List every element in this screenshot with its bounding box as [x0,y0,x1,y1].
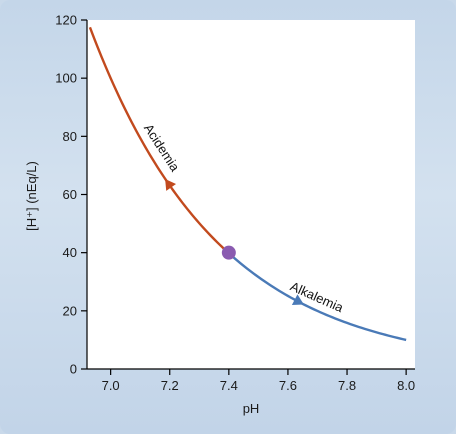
y-tick-label: 40 [63,245,77,260]
x-tick-label: 7.4 [220,378,238,393]
y-tick-label: 60 [63,187,77,202]
y-tick-label: 100 [55,71,77,86]
normal-ph-point [221,245,236,260]
arrow-acidemia [165,178,177,191]
y-tick-label: 120 [55,13,77,28]
y-axis-title: [H⁺] (nEq/L) [24,161,39,231]
y-tick-label: 0 [70,362,77,377]
series-line-alkalemia [228,252,407,342]
y-tick-label: 20 [63,303,77,318]
x-tick-label: 7.2 [161,378,179,393]
x-tick-label: 7.8 [338,378,356,393]
series-line-acidemia [88,26,230,255]
x-axis-title: pH [243,401,260,416]
y-tick-label: 80 [63,129,77,144]
arrow-alkalemia [291,294,304,306]
x-tick-label: 7.0 [102,378,120,393]
plot-area [87,20,415,369]
x-tick-label: 7.6 [279,378,297,393]
x-tick-label: 8.0 [397,378,415,393]
